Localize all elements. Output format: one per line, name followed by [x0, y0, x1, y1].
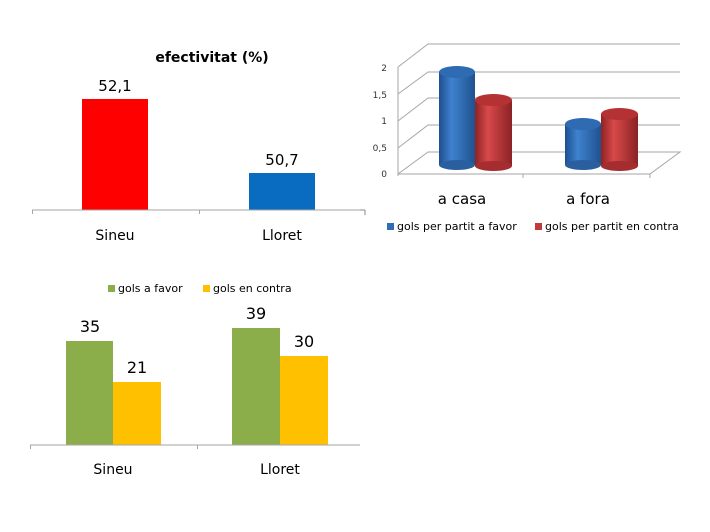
gridlines	[397, 43, 682, 178]
bar-lloret-contra	[280, 356, 328, 445]
bar-lloret	[249, 173, 315, 210]
value-label: 52,1	[98, 77, 131, 95]
chart-efectivitat: efectivitat (%) 52,1 50,7 Sineu Lloret	[32, 50, 360, 244]
chart-gols-per-partit: 2 1,5 1 0,5 0 a casa a fora	[360, 43, 682, 233]
bar-lloret-favor	[232, 328, 280, 445]
cylinder-a-fora-favor	[565, 118, 601, 170]
svg-text:1: 1	[381, 117, 387, 127]
cylinder-a-casa-favor	[439, 66, 475, 170]
legend-swatch-favor	[387, 223, 394, 230]
legend-swatch-contra	[203, 285, 210, 292]
svg-text:0,5: 0,5	[373, 144, 387, 154]
category-label: Sineu	[93, 462, 132, 478]
legend-swatch-favor	[108, 285, 115, 292]
category-label: Lloret	[260, 462, 300, 478]
category-label: Sineu	[95, 228, 134, 244]
svg-text:0: 0	[381, 170, 387, 180]
legend: gols per partit a favor gols per partit …	[387, 220, 679, 233]
chart-gols: gols a favor gols en contra 35 21 39 30 …	[30, 282, 360, 478]
value-label: 35	[80, 317, 100, 336]
y-axis-labels: 2 1,5 1 0,5 0	[373, 64, 388, 180]
value-label: 21	[127, 358, 147, 377]
cylinder-a-fora-contra	[601, 108, 638, 171]
category-label: a casa	[438, 190, 486, 208]
category-label: a fora	[566, 190, 610, 208]
cylinder-a-casa-contra	[475, 94, 512, 171]
legend-swatch-contra	[535, 223, 542, 230]
legend-label: gols per partit a favor	[397, 220, 517, 233]
legend-label: gols per partit en contra	[545, 220, 679, 233]
bar-sineu-favor	[66, 341, 113, 445]
svg-text:2: 2	[381, 64, 387, 74]
legend-label: gols en contra	[213, 282, 292, 295]
svg-text:1,5: 1,5	[373, 91, 387, 101]
category-label: Lloret	[262, 228, 302, 244]
value-label: 39	[246, 304, 266, 323]
legend: gols a favor gols en contra	[108, 282, 292, 295]
legend-label: gols a favor	[118, 282, 183, 295]
chart-title: efectivitat (%)	[155, 50, 268, 66]
bar-sineu-contra	[113, 382, 161, 445]
value-label: 30	[294, 332, 314, 351]
value-label: 50,7	[265, 151, 298, 169]
bar-sineu	[82, 99, 148, 210]
